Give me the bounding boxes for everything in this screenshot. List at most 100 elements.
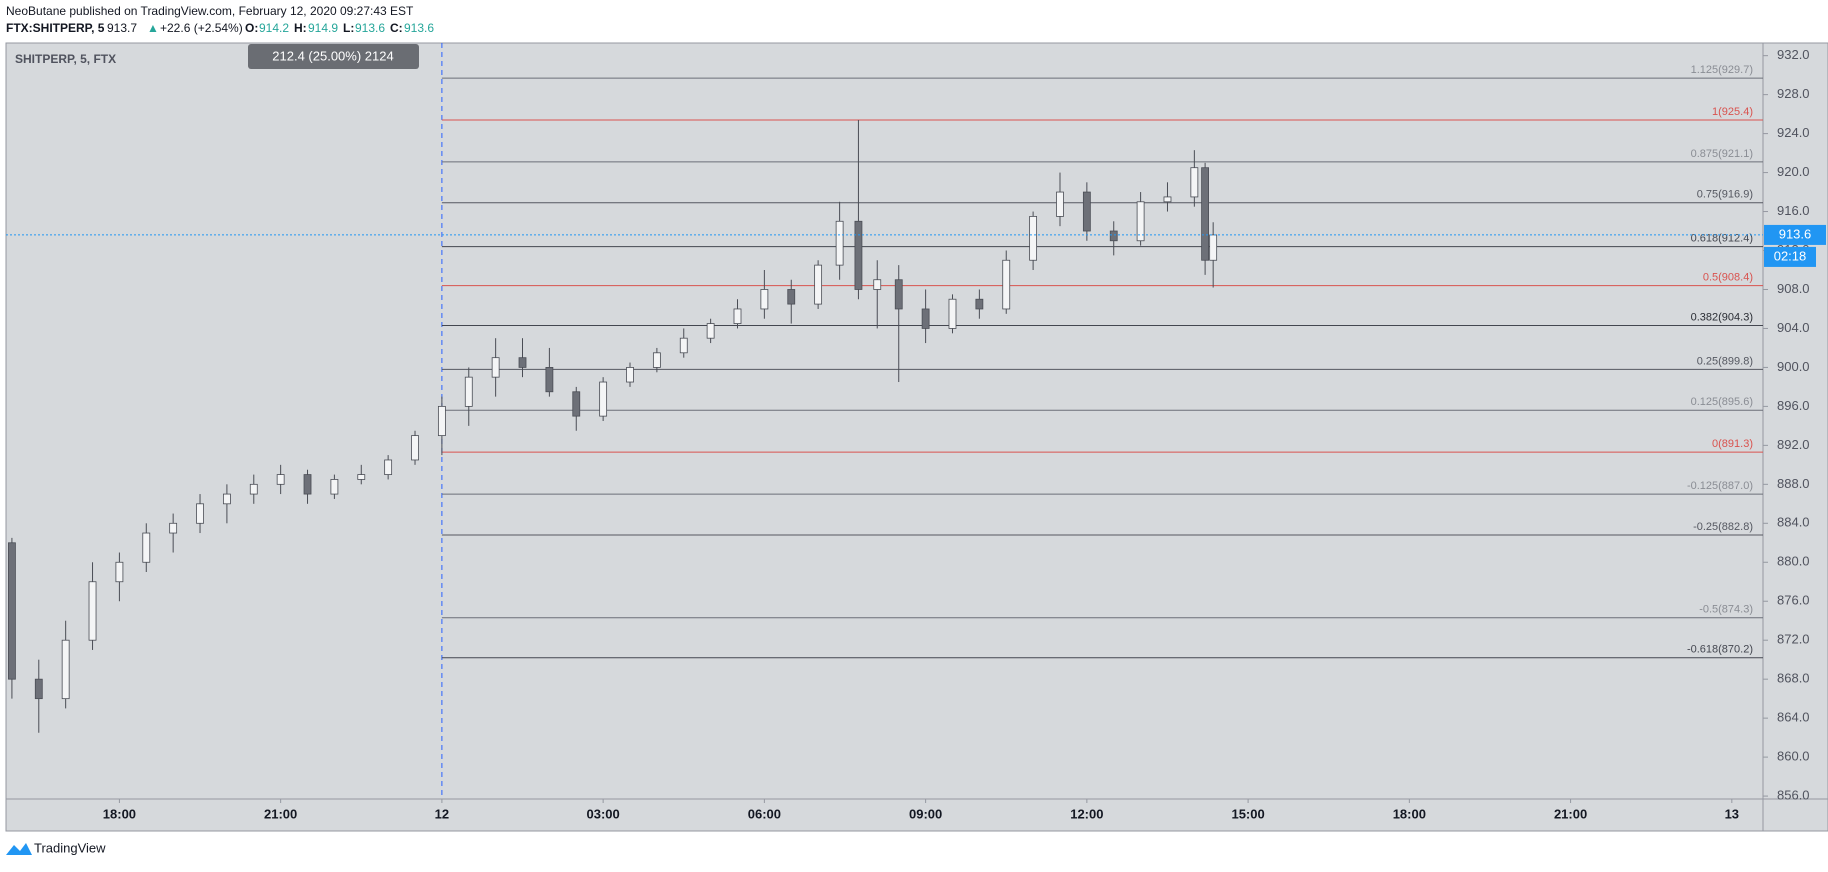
candle-body: [169, 522, 178, 534]
candle: [873, 260, 882, 329]
candle-body: [437, 405, 446, 437]
candle-body: [411, 435, 419, 461]
candle: [679, 328, 688, 358]
candle-body: [572, 391, 581, 417]
candle-body: [706, 323, 715, 339]
candle-body: [921, 308, 930, 329]
candle-body: [196, 503, 204, 524]
fib-label: -0.618(870.2): [1687, 644, 1753, 656]
candle: [115, 552, 124, 602]
footer-logo: TradingView: [6, 840, 106, 855]
candle-body: [545, 367, 554, 393]
candle-body: [894, 279, 903, 310]
fib-label: 0.875(921.1): [1691, 148, 1753, 160]
candle: [169, 513, 178, 553]
fib-label: 1(925.4): [1712, 106, 1753, 118]
candle: [303, 469, 312, 504]
candle: [384, 455, 393, 480]
candle: [1163, 182, 1172, 212]
candle-body: [948, 298, 957, 329]
candle: [464, 367, 473, 426]
x-tick-label: 03:00: [587, 806, 620, 821]
candle: [437, 396, 446, 456]
candle-body: [384, 459, 393, 475]
y-tick-label: 928.0: [1777, 86, 1810, 101]
candle-body: [518, 357, 527, 368]
candle: [518, 338, 527, 378]
candle-body: [1190, 167, 1199, 198]
candle: [975, 289, 984, 319]
candle-body: [88, 581, 97, 641]
candle-body: [835, 220, 844, 266]
candle-body: [975, 298, 984, 310]
candle: [8, 537, 16, 699]
published-line: NeoButane published on TradingView.com, …: [6, 4, 414, 18]
x-tick-label: 12:00: [1070, 806, 1103, 821]
x-tick-label: 09:00: [909, 806, 942, 821]
c: 913.6: [404, 21, 434, 35]
candle: [652, 347, 661, 373]
candle-body: [652, 352, 661, 368]
y-tick-label: 884.0: [1777, 515, 1810, 530]
countdown-label: 02:18: [1774, 248, 1807, 263]
h-label: H:: [294, 21, 307, 35]
fib-label: 0.75(916.9): [1697, 189, 1753, 201]
l-label: L:: [343, 21, 354, 35]
y-tick-label: 892.0: [1777, 437, 1810, 452]
l: 913.6: [355, 21, 385, 35]
fib-label: 0.5(908.4): [1703, 271, 1753, 283]
candle: [1109, 221, 1118, 256]
y-tick-label: 924.0: [1777, 125, 1810, 140]
x-tick-label: 15:00: [1231, 806, 1264, 821]
candle-body: [679, 337, 688, 354]
arrow: ▲: [147, 21, 159, 35]
candle-body: [8, 542, 16, 680]
candle: [1002, 250, 1011, 314]
fib-label: 0.125(895.6): [1691, 396, 1753, 408]
candle-body: [330, 479, 339, 495]
candle: [1029, 211, 1038, 270]
y-tick-label: 880.0: [1777, 554, 1810, 569]
fib-label: 0.618(912.4): [1691, 233, 1753, 245]
candle: [411, 430, 419, 465]
candle-body: [1209, 234, 1218, 261]
candle-body: [1109, 230, 1118, 242]
y-tick-label: 856.0: [1777, 788, 1810, 803]
o-label: O:: [245, 21, 258, 35]
candle: [34, 659, 43, 733]
h: 914.9: [308, 21, 338, 35]
candle: [760, 269, 769, 319]
fib-label: -0.125(887.0): [1687, 480, 1753, 492]
logo-icon: [6, 843, 32, 855]
candle-body: [1082, 191, 1091, 232]
candle-body: [626, 367, 634, 383]
candle-body: [357, 474, 366, 480]
candle: [88, 562, 97, 650]
candle-body: [115, 561, 124, 583]
countdown-badge: [1764, 246, 1816, 267]
candle-body: [61, 639, 70, 700]
candle: [1136, 192, 1145, 246]
last-price-badge: [1764, 224, 1826, 245]
candle: [706, 318, 715, 344]
candle: [545, 347, 554, 397]
x-tick-label: 18:00: [103, 806, 136, 821]
candle: [835, 201, 844, 280]
candle: [276, 464, 285, 495]
y-tick-label: 876.0: [1777, 593, 1810, 608]
candle-body: [303, 474, 312, 495]
c-label: C:: [390, 21, 403, 35]
candle: [626, 362, 634, 387]
fib-label: 0.382(904.3): [1691, 311, 1753, 323]
candle: [921, 289, 930, 344]
candle: [1201, 162, 1210, 275]
candle: [223, 484, 231, 524]
candle-body: [599, 381, 608, 417]
x-tick-label: 12: [435, 806, 449, 821]
last-price-label: 913.6: [1779, 226, 1812, 241]
candle: [1056, 172, 1064, 227]
candle: [1082, 182, 1091, 241]
measure-label: 212.4 (25.00%) 2124: [272, 48, 393, 63]
fib-label: 1.125(929.7): [1691, 64, 1753, 76]
